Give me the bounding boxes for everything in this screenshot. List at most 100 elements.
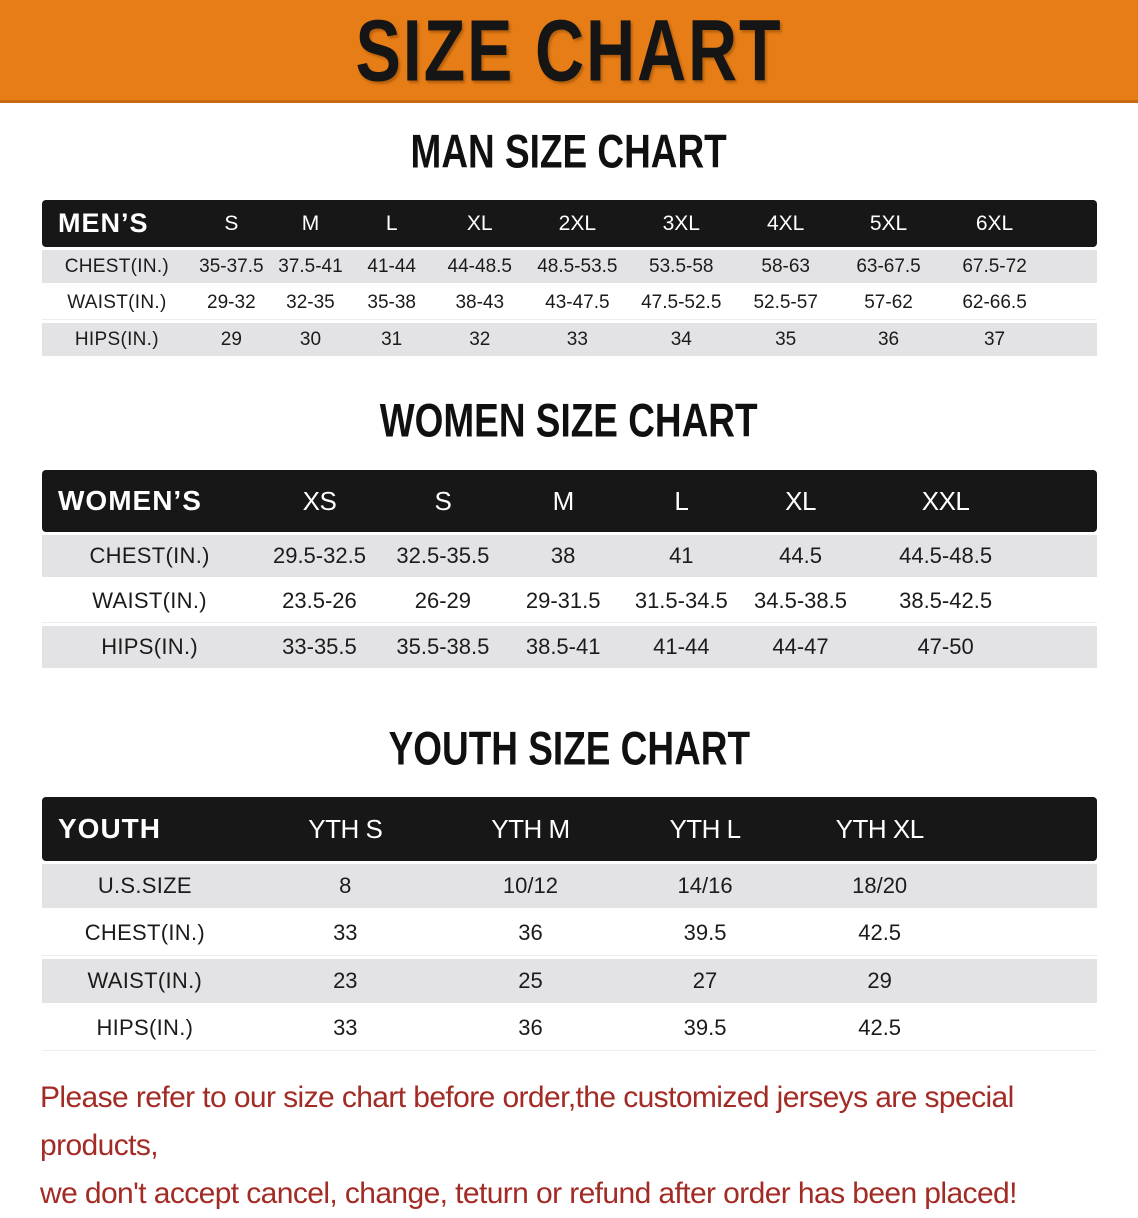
size-cell: 42.5 xyxy=(792,911,968,956)
mens-col-header-4xl: 4XL xyxy=(734,200,838,247)
mens-col-header-6xl: 6XL xyxy=(939,200,1050,247)
size-cell: 35-37.5 xyxy=(191,250,271,283)
size-cell: 47.5-52.5 xyxy=(628,286,734,320)
banner-title: SIZE CHART xyxy=(355,1,783,99)
women-section-title: WOMEN SIZE CHART xyxy=(0,394,1138,447)
size-cell: 32 xyxy=(433,323,527,356)
size-cell: 10/12 xyxy=(442,864,619,908)
size-cell: 35-38 xyxy=(350,286,434,320)
youth-col-header-s: YTH S xyxy=(247,797,443,861)
size-cell: 32.5-35.5 xyxy=(381,535,505,577)
size-cell: 27 xyxy=(618,959,793,1003)
size-cell: 26-29 xyxy=(381,580,505,623)
womens-col-header-s: S xyxy=(381,470,505,532)
size-cell: 41-44 xyxy=(350,250,434,283)
spacer-cell xyxy=(967,864,1097,908)
size-cell: 33 xyxy=(247,1006,443,1051)
youth-waist-row: WAIST(IN.) 23 25 27 29 xyxy=(42,959,1097,1003)
men-section-title: MAN SIZE CHART xyxy=(0,125,1138,178)
disclaimer-text: Please refer to our size chart before or… xyxy=(40,1074,1138,1218)
youth-section-title-text: YOUTH SIZE CHART xyxy=(388,722,750,775)
womens-col-header-xl: XL xyxy=(740,470,861,532)
womens-header-row: WOMEN’S XS S M L XL XXL xyxy=(42,470,1097,532)
mens-col-header-m: M xyxy=(270,200,351,247)
row-label: HIPS(IN.) xyxy=(42,626,258,668)
size-cell: 57-62 xyxy=(837,286,940,320)
size-cell: 29-32 xyxy=(191,286,271,320)
size-cell: 41-44 xyxy=(622,626,741,668)
size-cell: 38.5-41 xyxy=(504,626,623,668)
size-cell: 33 xyxy=(247,911,443,956)
mens-col-header-5xl: 5XL xyxy=(837,200,940,247)
youth-col-header-xl: YTH XL xyxy=(792,797,968,861)
size-cell: 62-66.5 xyxy=(939,286,1050,320)
size-cell: 34.5-38.5 xyxy=(740,580,861,623)
spacer-cell xyxy=(1049,323,1097,356)
youth-size-table: YOUTH YTH S YTH M YTH L YTH XL U.S.SIZE … xyxy=(42,794,1097,1054)
size-cell: 52.5-57 xyxy=(734,286,838,320)
womens-header-spacer xyxy=(1030,470,1097,532)
womens-col-header-m: M xyxy=(504,470,623,532)
womens-col-header-xs: XS xyxy=(257,470,382,532)
youth-table-label: YOUTH xyxy=(42,797,248,861)
womens-waist-row: WAIST(IN.) 23.5-26 26-29 29-31.5 31.5-34… xyxy=(42,580,1097,623)
row-label: HIPS(IN.) xyxy=(42,323,192,356)
womens-size-table: WOMEN’S XS S M L XL XXL CHEST(IN.) 29.5-… xyxy=(42,467,1097,671)
size-cell: 44-48.5 xyxy=(433,250,527,283)
size-cell: 36 xyxy=(442,911,619,956)
size-cell: 32-35 xyxy=(270,286,351,320)
youth-header-row: YOUTH YTH S YTH M YTH L YTH XL xyxy=(42,797,1097,861)
size-cell: 44.5-48.5 xyxy=(860,535,1031,577)
size-cell: 36 xyxy=(442,1006,619,1051)
mens-table-label: MEN’S xyxy=(42,200,192,247)
youth-header-spacer xyxy=(967,797,1097,861)
size-cell: 30 xyxy=(270,323,351,356)
size-cell: 33-35.5 xyxy=(257,626,382,668)
womens-col-header-l: L xyxy=(622,470,741,532)
size-cell: 63-67.5 xyxy=(837,250,940,283)
spacer-cell xyxy=(1049,250,1097,283)
size-cell: 47-50 xyxy=(860,626,1031,668)
size-cell: 31.5-34.5 xyxy=(622,580,741,623)
size-cell: 37 xyxy=(939,323,1050,356)
womens-hips-row: HIPS(IN.) 33-35.5 35.5-38.5 38.5-41 41-4… xyxy=(42,626,1097,668)
mens-hips-row: HIPS(IN.) 29 30 31 32 33 34 35 36 37 xyxy=(42,323,1097,356)
size-cell: 23.5-26 xyxy=(257,580,382,623)
size-cell: 29.5-32.5 xyxy=(257,535,382,577)
size-cell: 23 xyxy=(247,959,443,1003)
spacer-cell xyxy=(967,959,1097,1003)
size-cell: 31 xyxy=(350,323,434,356)
size-cell: 48.5-53.5 xyxy=(526,250,629,283)
women-section-title-text: WOMEN SIZE CHART xyxy=(380,394,758,447)
mens-col-header-s: S xyxy=(191,200,271,247)
spacer-cell xyxy=(1030,580,1097,623)
size-cell: 29 xyxy=(792,959,968,1003)
row-label: HIPS(IN.) xyxy=(42,1006,248,1051)
youth-col-header-l: YTH L xyxy=(618,797,793,861)
size-cell: 42.5 xyxy=(792,1006,968,1051)
youth-hips-row: HIPS(IN.) 33 36 39.5 42.5 xyxy=(42,1006,1097,1051)
disclaimer-line-1: Please refer to our size chart before or… xyxy=(40,1081,1014,1162)
row-label: CHEST(IN.) xyxy=(42,250,192,283)
row-label: U.S.SIZE xyxy=(42,864,248,908)
size-cell: 8 xyxy=(247,864,443,908)
mens-col-header-2xl: 2XL xyxy=(526,200,629,247)
youth-chest-row: CHEST(IN.) 33 36 39.5 42.5 xyxy=(42,911,1097,956)
size-cell: 37.5-41 xyxy=(270,250,351,283)
size-cell: 43-47.5 xyxy=(526,286,629,320)
size-cell: 58-63 xyxy=(734,250,838,283)
size-cell: 29 xyxy=(191,323,271,356)
size-cell: 33 xyxy=(526,323,629,356)
size-cell: 44.5 xyxy=(740,535,861,577)
mens-waist-row: WAIST(IN.) 29-32 32-35 35-38 38-43 43-47… xyxy=(42,286,1097,320)
size-cell: 53.5-58 xyxy=(628,250,734,283)
spacer-cell xyxy=(1030,626,1097,668)
mens-size-table: MEN’S S M L XL 2XL 3XL 4XL 5XL 6XL CHEST… xyxy=(42,197,1097,359)
size-cell: 44-47 xyxy=(740,626,861,668)
spacer-cell xyxy=(967,1006,1097,1051)
size-cell: 14/16 xyxy=(618,864,793,908)
size-cell: 38.5-42.5 xyxy=(860,580,1031,623)
row-label: WAIST(IN.) xyxy=(42,580,258,623)
womens-table-label: WOMEN’S xyxy=(42,470,258,532)
